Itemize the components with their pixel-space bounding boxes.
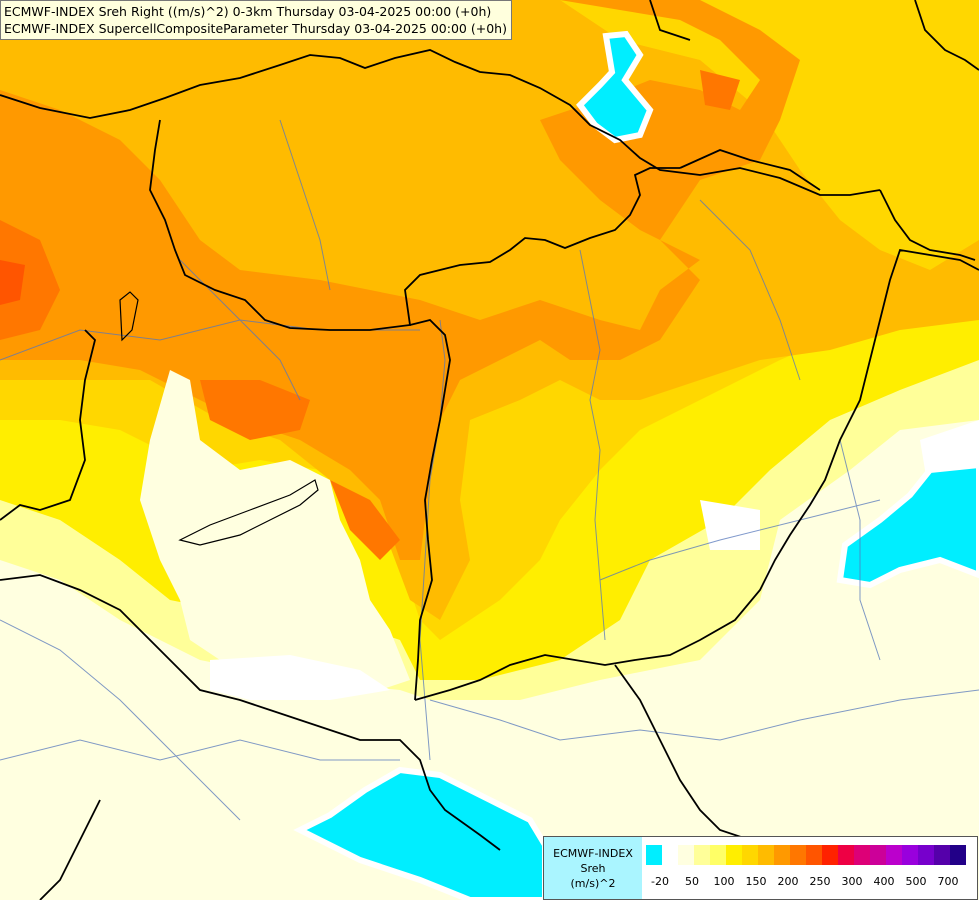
legend-tick-label: 500	[905, 875, 927, 888]
legend-swatch	[934, 845, 950, 865]
legend-label: ECMWF-INDEX Sreh (m/s)^2	[544, 837, 642, 899]
border-hungary-south	[414, 248, 979, 701]
legend-swatch	[646, 845, 662, 865]
legend-swatch	[758, 845, 774, 865]
legend-tick-label: 250	[809, 875, 831, 888]
legend-ticks: -20 50 100 150 200 250 300 400 500 700	[646, 875, 976, 889]
legend-swatch	[854, 845, 870, 865]
legend-label-unit: (m/s)^2	[570, 876, 616, 890]
legend-tick-label: 50	[685, 875, 699, 888]
border-serbia-romania	[614, 664, 751, 841]
border-austria-hungary	[409, 319, 451, 701]
legend-tick-label: 400	[873, 875, 895, 888]
border-poland-ukraine	[649, 0, 691, 41]
field-cyan-north	[576, 30, 654, 144]
border-northeast	[914, 0, 979, 71]
field-white-patch-south	[210, 655, 390, 700]
legend-swatch	[710, 845, 726, 865]
legend-tick-label: 300	[841, 875, 863, 888]
legend-swatch	[694, 845, 710, 865]
legend-tick-label: 700	[937, 875, 959, 888]
legend-tick-label: 150	[745, 875, 767, 888]
border-czech-slovakia	[149, 119, 680, 331]
legend-swatch	[774, 845, 790, 865]
legend-tick-label: 200	[777, 875, 799, 888]
field-dark-orange-south	[330, 480, 400, 560]
title-line-1: ECMWF-INDEX Sreh Right ((m/s)^2) 0-3km T…	[4, 4, 492, 19]
map-title-box: ECMWF-INDEX Sreh Right ((m/s)^2) 0-3km T…	[0, 0, 512, 40]
field-red-orange-spot	[0, 260, 25, 305]
border-bosnia	[39, 799, 101, 900]
field-white-patch-east	[700, 500, 760, 550]
field-cyan-east	[836, 461, 979, 589]
legend-tick-label: -20	[651, 875, 669, 888]
field-dark-orange-north	[700, 70, 740, 110]
legend-swatch	[902, 845, 918, 865]
legend-label-source: ECMWF-INDEX	[553, 846, 633, 860]
legend-label-parameter: Sreh	[580, 861, 606, 875]
field-dark-orange-west	[0, 220, 60, 340]
field-pale-west	[140, 370, 410, 690]
legend-swatch	[918, 845, 934, 865]
legend-swatch	[726, 845, 742, 865]
legend-swatch	[806, 845, 822, 865]
rivers	[0, 119, 979, 821]
legend-tick-label: 100	[713, 875, 735, 888]
field-cyan-south	[293, 766, 548, 900]
legend-swatch	[838, 845, 854, 865]
title-line-2: ECMWF-INDEX SupercellCompositeParameter …	[4, 21, 507, 36]
border-hungary-romania-north	[679, 149, 821, 191]
border-east	[879, 189, 976, 261]
legend-swatch	[886, 845, 902, 865]
border-slovenia-croatia	[0, 574, 501, 851]
legend-swatch	[790, 845, 806, 865]
lake-balaton	[178, 479, 319, 546]
border-west	[0, 329, 96, 521]
border-north	[0, 49, 881, 196]
lake-neusiedl	[119, 291, 139, 342]
legend-swatch	[950, 845, 966, 865]
field-dark-orange-central	[200, 380, 310, 440]
legend-swatch	[742, 845, 758, 865]
field-orange	[0, 0, 800, 560]
color-legend: ECMWF-INDEX Sreh (m/s)^2 -20 50 100 150 200 2…	[543, 836, 978, 900]
legend-swatch	[870, 845, 886, 865]
legend-swatch	[822, 845, 838, 865]
legend-swatch	[662, 845, 678, 865]
legend-swatches	[646, 845, 966, 865]
legend-swatch	[678, 845, 694, 865]
